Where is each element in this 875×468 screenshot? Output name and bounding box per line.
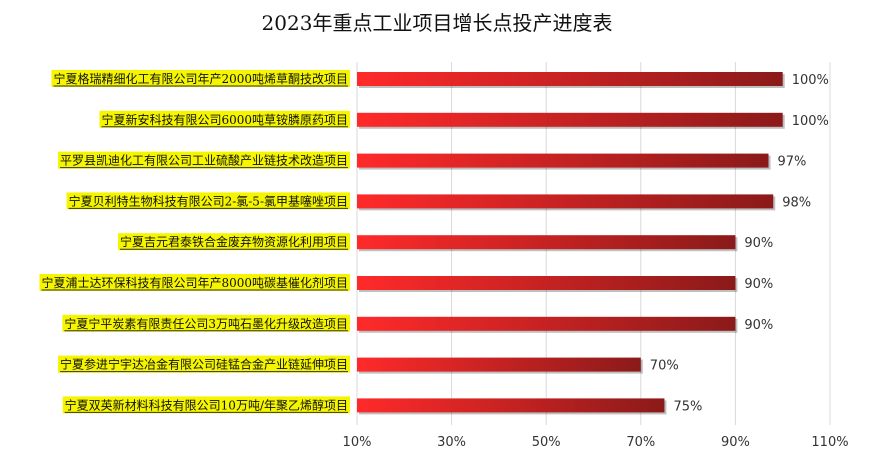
progress-bar xyxy=(357,112,783,127)
category-label-highlight xyxy=(62,314,350,332)
category-label: 宁夏吉元君泰铁合金废弃物资源化利用项目 xyxy=(120,234,348,249)
progress-bar xyxy=(357,194,774,209)
x-tick-label: 90% xyxy=(721,435,750,450)
value-label: 100% xyxy=(792,114,829,129)
value-label: 90% xyxy=(744,318,773,333)
x-tick-label: 30% xyxy=(437,435,466,450)
progress-bar xyxy=(357,398,665,413)
x-tick-label: 50% xyxy=(532,435,561,450)
category-label: 平罗县凯迪化工有限公司工业硫酸产业链技术改造项目 xyxy=(60,153,348,168)
progress-bar xyxy=(357,276,736,290)
progress-bar xyxy=(357,153,769,168)
category-label: 宁夏新安科技有限公司6000吨草铵膦原药项目 xyxy=(101,112,348,127)
chart-title: 2023年重点工业项目增长点投产进度表 xyxy=(262,11,613,35)
value-label: 90% xyxy=(744,277,773,292)
x-tick-label: 70% xyxy=(626,435,655,450)
category-label-layer: 宁夏格瑞精细化工有限公司年产2000吨烯草酮技改项目宁夏新安科技有限公司6000… xyxy=(39,70,350,414)
category-label-highlight xyxy=(62,396,350,414)
progress-bar xyxy=(357,316,736,331)
category-label: 宁夏双英新材料科技有限公司10万吨/年聚乙烯醇项目 xyxy=(65,397,348,412)
category-label-highlight xyxy=(39,274,350,291)
x-tick-label: 10% xyxy=(343,435,372,450)
value-label: 98% xyxy=(782,195,811,210)
progress-bar xyxy=(357,357,641,372)
value-label: 90% xyxy=(744,236,773,251)
category-label-highlight xyxy=(57,355,350,373)
category-label: 宁夏参进宁宇达冶金有限公司硅锰合金产业链延伸项目 xyxy=(60,357,348,372)
value-label: 75% xyxy=(673,399,702,414)
bar-layer xyxy=(357,72,785,415)
category-label-highlight xyxy=(57,151,350,169)
category-label-highlight xyxy=(66,192,350,210)
value-label: 100% xyxy=(792,73,829,88)
value-label-layer: 100% 100% 97% 98% 90% 90% 90% 70% 75% xyxy=(650,73,829,414)
x-tick-label: 110% xyxy=(811,435,848,450)
progress-bar xyxy=(357,235,736,250)
category-label: 宁夏贝利特生物科技有限公司2-氯-5-氯甲基噻唑项目 xyxy=(69,193,348,208)
category-label-highlight xyxy=(51,70,350,87)
category-label: 宁夏格瑞精细化工有限公司年产2000吨烯草酮技改项目 xyxy=(53,71,348,86)
category-label-highlight xyxy=(117,233,350,251)
progress-bar xyxy=(357,72,783,86)
category-label: 宁夏宁平炭素有限责任公司3万吨石墨化升级改造项目 xyxy=(64,316,348,331)
category-label: 宁夏浦士达环保科技有限公司年产8000吨碳基催化剂项目 xyxy=(41,275,348,290)
x-axis-tick-layer: 10% 30% 50% 70% 90% 110% xyxy=(343,435,849,450)
category-label-highlight xyxy=(99,110,350,128)
value-label: 70% xyxy=(650,359,679,374)
value-label: 97% xyxy=(778,155,807,170)
